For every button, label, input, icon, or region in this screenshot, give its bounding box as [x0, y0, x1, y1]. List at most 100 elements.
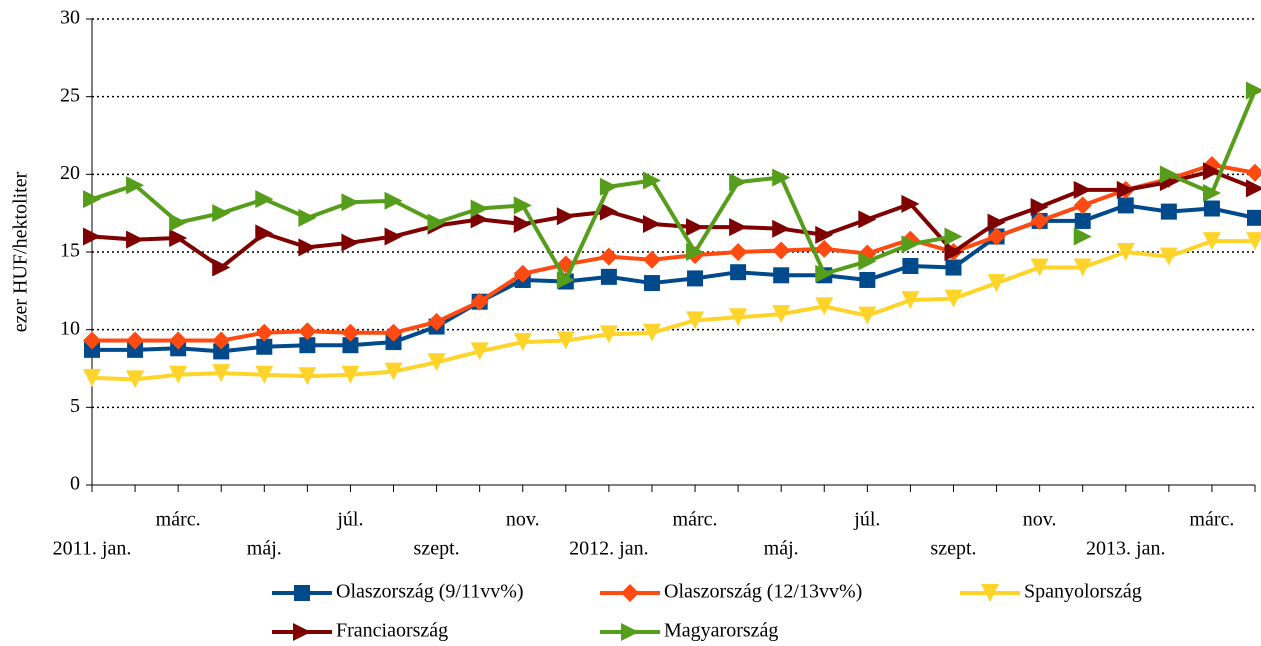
- data-point: [298, 367, 317, 386]
- legend-marker: [293, 623, 311, 641]
- data-point: [987, 227, 1006, 246]
- data-point: [384, 227, 403, 246]
- data-point: [1202, 162, 1221, 181]
- data-point: [687, 270, 704, 287]
- data-point: [599, 202, 618, 221]
- data-point: [427, 312, 446, 331]
- data-point: [902, 257, 919, 274]
- data-point: [256, 338, 273, 355]
- data-point: [341, 323, 360, 342]
- data-point: [1160, 203, 1177, 220]
- legend-marker: [981, 584, 999, 602]
- data-point: [127, 341, 144, 358]
- data-point: [686, 311, 705, 330]
- data-point: [642, 215, 661, 234]
- data-point: [901, 235, 920, 254]
- data-point: [126, 331, 145, 350]
- series-line: [92, 203, 1256, 354]
- data-point: [513, 215, 532, 234]
- data-point: [556, 270, 575, 289]
- legend-label: Olaszország (9/11vv%): [336, 581, 524, 603]
- data-point: [384, 323, 403, 342]
- x-tick-label: máj.: [247, 538, 282, 560]
- data-point: [212, 331, 231, 350]
- data-point: [513, 264, 532, 283]
- data-point: [1159, 247, 1178, 266]
- data-point: [642, 250, 661, 269]
- data-point: [1073, 258, 1092, 277]
- data-point: [341, 233, 360, 252]
- data-point: [1030, 197, 1049, 216]
- data-point: [1030, 211, 1049, 230]
- data-point: [729, 173, 748, 192]
- x-tick-label: márc.: [1189, 509, 1234, 531]
- data-point: [213, 343, 230, 360]
- data-point: [686, 218, 705, 237]
- data-point: [1074, 212, 1091, 229]
- data-point: [600, 268, 617, 285]
- data-point: [858, 252, 877, 271]
- x-tick-label: nov.: [1023, 509, 1057, 531]
- data-point: [169, 229, 188, 248]
- data-point: [815, 239, 834, 258]
- data-point: [599, 325, 618, 344]
- data-point: [1073, 180, 1092, 199]
- series-line: [92, 163, 1256, 343]
- data-point: [686, 243, 705, 261]
- data-point: [341, 365, 360, 384]
- data-point: [126, 176, 145, 195]
- data-point: [1116, 243, 1135, 261]
- data-point: [255, 224, 274, 243]
- data-point: [556, 207, 575, 226]
- legend-label: Olaszország (12/13vv%): [664, 581, 862, 603]
- data-point: [385, 334, 402, 351]
- data-point: [255, 365, 274, 384]
- data-point: [1246, 179, 1261, 198]
- data-point: [427, 213, 446, 232]
- data-point: [1246, 81, 1261, 100]
- data-point: [815, 297, 834, 316]
- data-point: [169, 365, 188, 384]
- data-point: [83, 227, 101, 246]
- data-point: [773, 267, 790, 284]
- data-point: [470, 199, 489, 218]
- data-point: [945, 259, 962, 276]
- data-point: [427, 353, 446, 372]
- legend-label: Franciaország: [336, 620, 448, 642]
- data-point: [83, 331, 101, 350]
- legend-label: Magyarország: [664, 620, 778, 642]
- data-point: [513, 196, 532, 215]
- y-tick-label: 25: [60, 84, 80, 106]
- data-point: [126, 230, 145, 249]
- x-tick-label: márc.: [673, 509, 718, 531]
- x-tick-label: júl.: [853, 509, 880, 531]
- y-tick-label: 0: [70, 473, 80, 495]
- data-point: [255, 323, 274, 342]
- data-point: [341, 193, 360, 212]
- data-point: [298, 208, 317, 227]
- data-point: [1073, 196, 1092, 215]
- data-point: [384, 191, 403, 210]
- data-point: [513, 333, 532, 352]
- series-line: [91, 239, 1255, 382]
- y-tick-label: 10: [60, 317, 80, 339]
- data-point: [729, 243, 748, 261]
- data-point: [730, 264, 747, 281]
- y-tick-label: 5: [70, 395, 80, 417]
- legend-marker: [621, 584, 639, 602]
- data-point: [901, 291, 920, 310]
- y-tick-label: 30: [60, 7, 80, 29]
- data-point: [642, 323, 661, 342]
- legend-label: Spanyolország: [1024, 581, 1142, 603]
- data-point: [212, 258, 231, 277]
- data-point: [772, 219, 791, 238]
- x-tick-label: szept.: [414, 538, 460, 560]
- data-point: [1246, 163, 1261, 182]
- data-point: [384, 362, 403, 381]
- data-point: [126, 370, 145, 389]
- data-point: [772, 241, 791, 260]
- data-point: [815, 225, 834, 244]
- x-tick-label: júl.: [336, 509, 363, 531]
- data-point: [1117, 197, 1134, 214]
- data-point: [212, 204, 231, 223]
